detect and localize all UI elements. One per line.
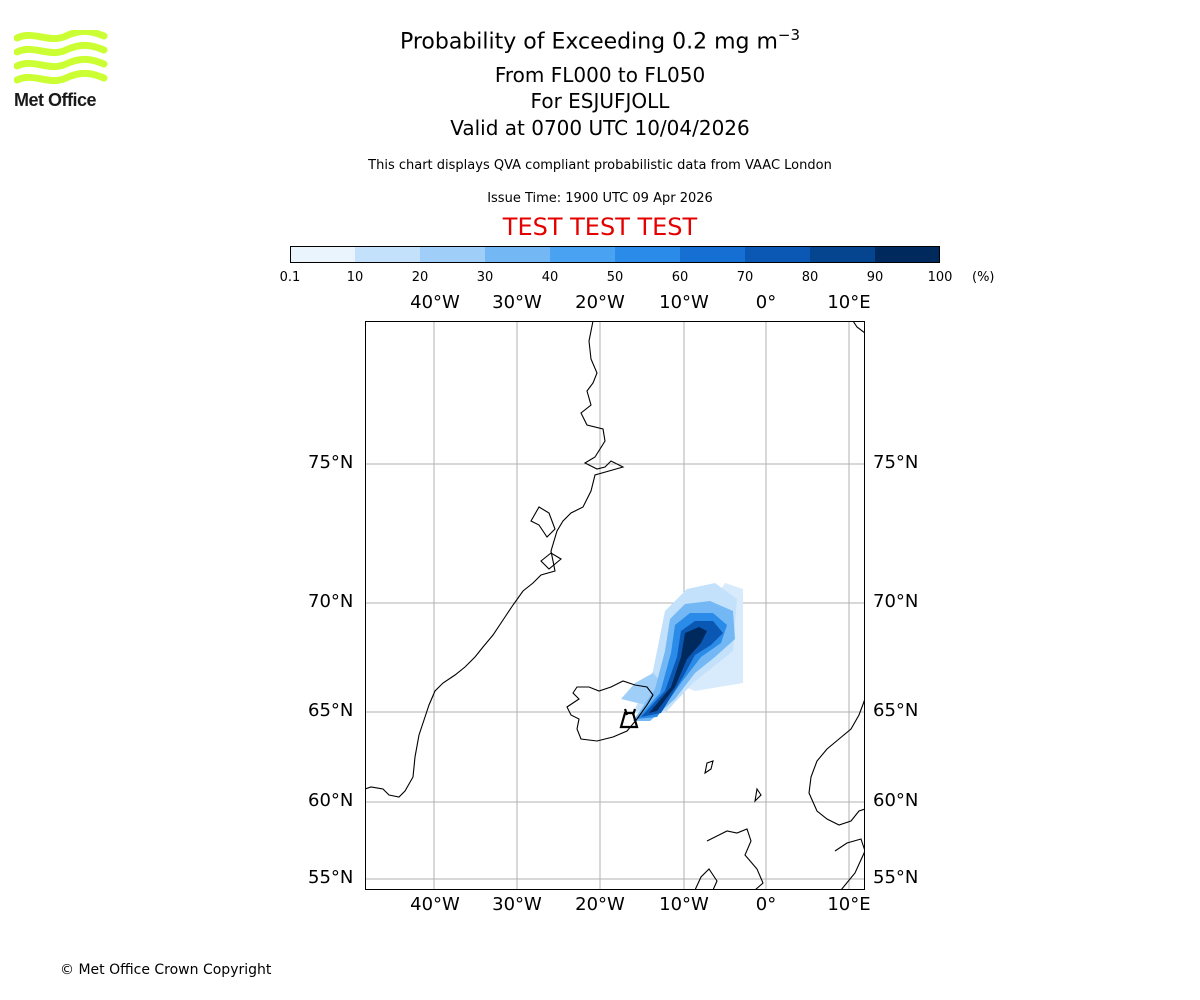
test-banner: TEST TEST TEST xyxy=(502,213,698,241)
lon-label: 20°W xyxy=(575,894,625,915)
colorbar-tick-label: 20 xyxy=(411,270,429,285)
colorbar-tick-label: 80 xyxy=(801,270,819,285)
lat-label: 55°N xyxy=(873,867,919,888)
colorbar-tick-label: 10 xyxy=(346,270,364,285)
lon-label: 0° xyxy=(755,894,777,915)
lon-label: 10°W xyxy=(659,292,709,313)
colorbar-tick-label: 30 xyxy=(476,270,494,285)
colorbar-segment xyxy=(810,246,876,263)
lat-label: 75°N xyxy=(873,452,919,473)
met-office-waves-icon xyxy=(13,27,108,85)
volcano-name-line: For ESJUFJOLL xyxy=(530,89,670,113)
chart-title: Probability of Exceeding 0.2 mg m−3 xyxy=(0,26,1200,54)
volcano-marker-icon xyxy=(619,708,639,729)
title-text: Probability of Exceeding 0.2 mg m xyxy=(399,29,778,55)
lon-label: 30°W xyxy=(492,292,542,313)
lat-label: 55°N xyxy=(308,867,354,888)
lon-label: 10°E xyxy=(827,292,871,313)
lon-label: 20°W xyxy=(575,292,625,313)
colorbar-segment xyxy=(745,246,811,263)
colorbar-segment xyxy=(615,246,681,263)
colorbar-tick-label: 0.1 xyxy=(279,270,301,285)
colorbar-tick-label: 90 xyxy=(866,270,884,285)
colorbar-frame xyxy=(290,246,940,263)
gridlines xyxy=(365,321,865,890)
map-frame xyxy=(365,321,865,890)
iceland-coast xyxy=(566,680,654,742)
lat-label: 75°N xyxy=(308,452,354,473)
lat-label: 70°N xyxy=(873,591,919,612)
map-background xyxy=(365,321,865,890)
logo-text: Met Office xyxy=(14,90,97,110)
colorbar xyxy=(290,246,940,263)
colorbar-tick-label: 50 xyxy=(606,270,624,285)
lon-label: 30°W xyxy=(492,894,542,915)
flight-level-line: From FL000 to FL050 xyxy=(494,63,706,87)
colorbar-tick-label: 100 xyxy=(927,270,953,285)
colorbar-tick-label: 40 xyxy=(541,270,559,285)
map-panel xyxy=(365,321,865,890)
lon-label: 40°W xyxy=(410,894,460,915)
lat-label: 70°N xyxy=(308,591,354,612)
colorbar-segment xyxy=(550,246,616,263)
colorbar-segment xyxy=(485,246,551,263)
title-superscript: −3 xyxy=(777,26,801,44)
lat-label: 60°N xyxy=(873,790,919,811)
colorbar-tick-label: 70 xyxy=(736,270,754,285)
colorbar-unit: (%) xyxy=(972,270,995,285)
lon-label: 40°W xyxy=(410,292,460,313)
description-text: This chart displays QVA compliant probab… xyxy=(368,158,832,173)
coastlines xyxy=(365,321,865,890)
colorbar-segment xyxy=(875,246,940,263)
valid-time-line: Valid at 0700 UTC 10/04/2026 xyxy=(450,116,750,140)
ash-probability-plume xyxy=(621,583,743,721)
colorbar-segment xyxy=(355,246,421,263)
copyright-text: © Met Office Crown Copyright xyxy=(60,962,272,978)
lon-label: 0° xyxy=(755,292,777,313)
met-office-logo: Met Office xyxy=(13,27,109,112)
lat-label: 65°N xyxy=(873,700,919,721)
lat-label: 60°N xyxy=(308,790,354,811)
lon-label: 10°W xyxy=(659,894,709,915)
lon-label: 10°E xyxy=(827,894,871,915)
colorbar-segment xyxy=(290,246,356,263)
colorbar-segment xyxy=(420,246,486,263)
colorbar-segment xyxy=(680,246,746,263)
colorbar-tick-label: 60 xyxy=(671,270,689,285)
lat-label: 65°N xyxy=(308,700,354,721)
issue-time: Issue Time: 1900 UTC 09 Apr 2026 xyxy=(487,191,713,206)
